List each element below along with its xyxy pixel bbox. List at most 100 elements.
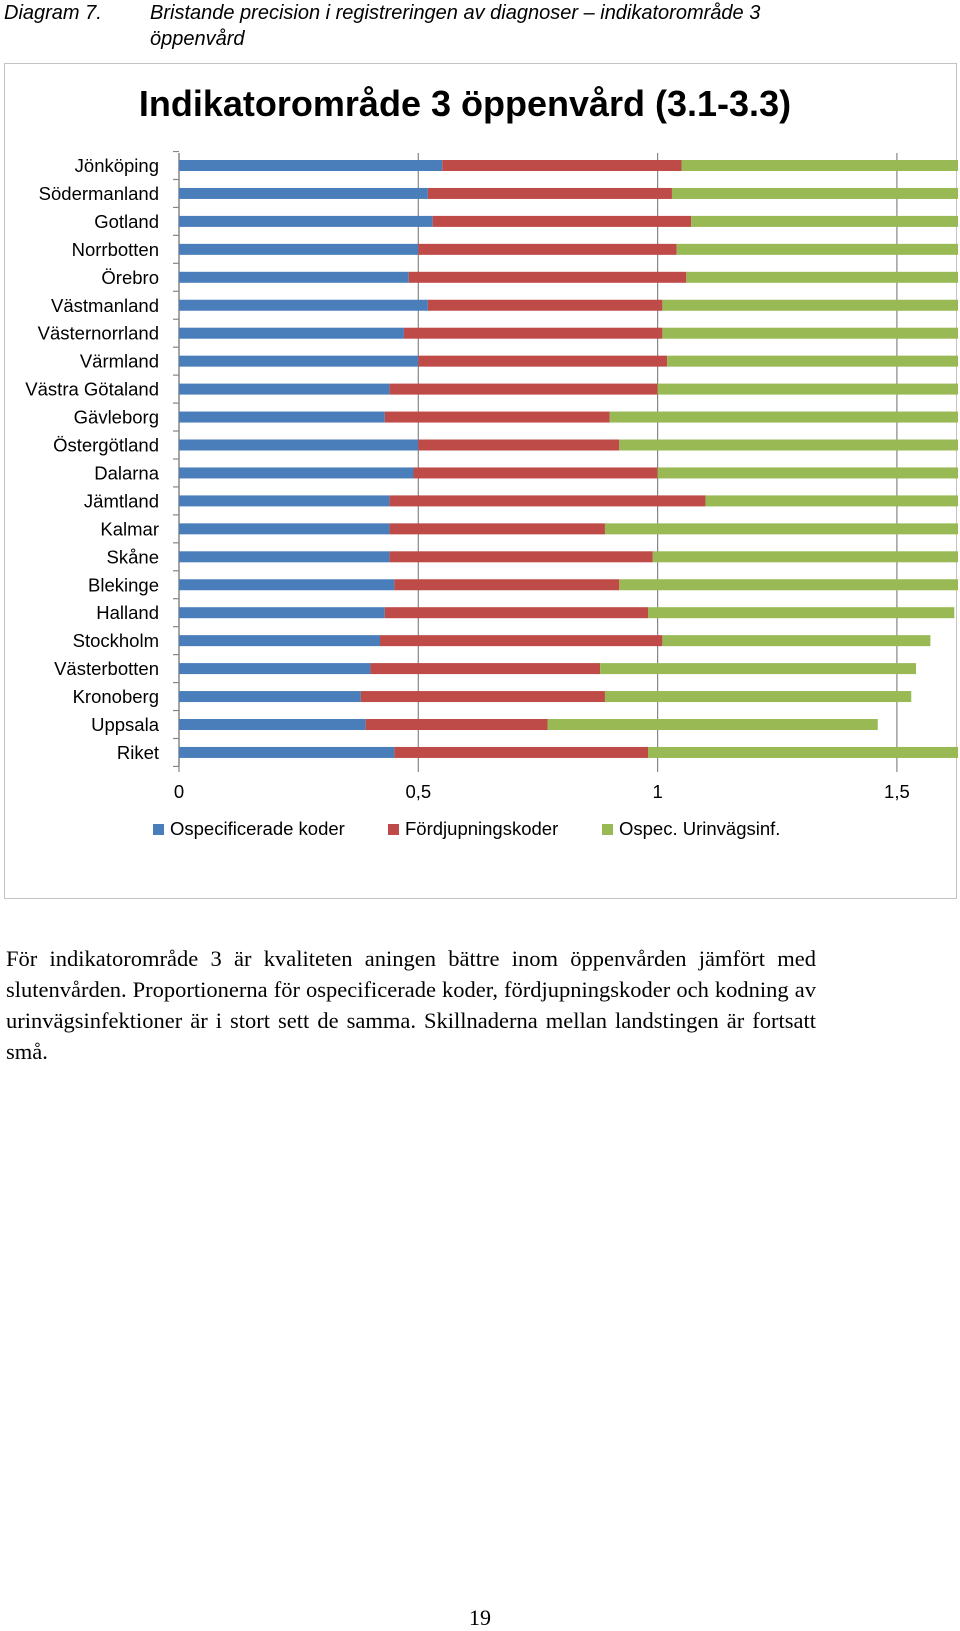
bar-segment-ospecificerade (179, 691, 361, 703)
bar-segment-fordjupning (442, 160, 682, 171)
bar-segment-fordjupning (432, 215, 692, 227)
bar-segment-urinvag (604, 523, 958, 535)
bar-segment-fordjupning (413, 467, 658, 479)
x-tick-label: 0,5 (405, 781, 431, 802)
bar-segment-ospecificerade (179, 187, 428, 199)
page-number: 19 (469, 1605, 491, 1630)
category-label: Västmanland (51, 295, 159, 316)
legend-label: Ospecificerade koder (170, 818, 345, 839)
caption-text: Bristande precision i registreringen av … (150, 2, 761, 50)
bar-segment-urinvag (691, 215, 958, 227)
bar-segment-fordjupning (394, 579, 620, 591)
bar-segment-ospecificerade (179, 551, 390, 563)
category-label: Gotland (94, 211, 159, 232)
category-label: Uppsala (91, 714, 160, 735)
bar-segment-urinvag (676, 243, 958, 255)
bar-segment-urinvag (705, 495, 958, 507)
category-label: Halland (96, 602, 159, 623)
bar-segment-ospecificerade (179, 663, 371, 675)
bar-segment-fordjupning (360, 691, 605, 703)
bar-segment-ospecificerade (179, 355, 419, 367)
chart-frame: Indikatorområde 3 öppenvård (3.1-3.3) 0 0,… (4, 63, 958, 899)
bar-segment-urinvag (619, 579, 958, 591)
bar-segment-ospecificerade (179, 495, 390, 507)
category-label: Värmland (80, 351, 159, 372)
bar-segment-ospecificerade (179, 160, 443, 171)
caption-label: Diagram 7. (4, 2, 102, 24)
bar-segment-urinvag (662, 327, 958, 339)
bar-segment-ospecificerade (179, 523, 390, 535)
bar-segment-ospecificerade (179, 467, 414, 479)
bar-segment-urinvag (667, 355, 958, 367)
bar-segment-fordjupning (380, 635, 663, 647)
bar-segment-fordjupning (418, 243, 677, 255)
bar-segment-ospecificerade (179, 271, 409, 283)
x-tick-label: 0 (174, 781, 184, 802)
legend-swatch (388, 824, 399, 835)
bar-segment-urinvag (604, 691, 912, 703)
bar-segment-urinvag (609, 411, 958, 423)
bar-segment-urinvag (657, 383, 958, 395)
body-paragraph: För indikatorområde 3 är kvaliteten anin… (6, 946, 816, 1064)
bar-segment-fordjupning (389, 495, 706, 507)
bar-segment-fordjupning (403, 327, 663, 339)
bar-segment-ospecificerade (179, 719, 366, 730)
legend-swatch (153, 824, 164, 835)
category-label: Kronoberg (73, 686, 159, 707)
bar-segment-ospecificerade (179, 215, 433, 227)
category-label: Jönköping (75, 155, 159, 176)
bar-segment-fordjupning (394, 746, 649, 758)
bar-segment-fordjupning (389, 383, 658, 395)
bar-segment-ospecificerade (179, 243, 419, 255)
bar-segment-fordjupning (418, 439, 620, 451)
bar-segment-fordjupning (370, 663, 601, 675)
category-label: Västerbotten (54, 658, 159, 679)
bar-segment-urinvag (648, 746, 958, 758)
legend-label: Ospec. Urinvägsinf. (619, 818, 780, 839)
bar-segment-fordjupning (384, 607, 649, 619)
bar-segment-urinvag (686, 271, 958, 283)
bar-segment-urinvag (648, 607, 955, 619)
bar-segment-urinvag (619, 439, 958, 451)
category-label: Norrbotten (72, 239, 159, 260)
category-label: Gävleborg (74, 407, 159, 428)
category-label: Skåne (107, 546, 159, 567)
category-label: Södermanland (39, 183, 159, 204)
category-label: Västernorrland (38, 323, 159, 344)
category-label: Riket (117, 742, 159, 763)
bar-segment-ospecificerade (179, 746, 395, 758)
x-tick-label: 1,5 (884, 781, 910, 802)
stacked-bar-chart: Indikatorområde 3 öppenvård (3.1-3.3) 0 0,… (25, 83, 958, 839)
bar-segment-urinvag (652, 551, 958, 563)
legend-swatch (602, 824, 613, 835)
category-label: Östergötland (53, 435, 159, 456)
bar-segment-ospecificerade (179, 607, 385, 619)
category-label: Jämtland (84, 490, 159, 511)
bar-segment-urinvag (671, 187, 958, 199)
category-label: Kalmar (100, 518, 159, 539)
category-label: Örebro (101, 267, 159, 288)
bar-segment-ospecificerade (179, 383, 390, 395)
bar-segment-fordjupning (365, 719, 548, 730)
category-label: Stockholm (73, 630, 159, 651)
bar-segment-urinvag (600, 663, 917, 675)
bar-segment-ospecificerade (179, 327, 404, 339)
bar-segment-ospecificerade (179, 579, 395, 591)
x-tick-label: 1 (652, 781, 662, 802)
bar-segment-urinvag (657, 467, 958, 479)
bar-segment-fordjupning (384, 411, 610, 423)
category-label: Västra Götaland (25, 379, 159, 400)
bar-segment-ospecificerade (179, 439, 419, 451)
bar-segment-fordjupning (427, 187, 672, 199)
bar-segment-urinvag (547, 719, 878, 730)
bar-segment-fordjupning (389, 523, 605, 535)
bar-segment-ospecificerade (179, 635, 381, 647)
chart-title: Indikatorområde 3 öppenvård (3.1-3.3) (139, 83, 791, 124)
bar-segment-urinvag (662, 635, 931, 647)
category-label: Blekinge (88, 574, 159, 595)
category-label: Dalarna (94, 462, 159, 483)
legend-label: Fördjupningskoder (405, 818, 558, 839)
bar-segment-fordjupning (408, 271, 687, 283)
bar-segment-fordjupning (427, 299, 663, 311)
bar-segment-urinvag (681, 160, 958, 171)
